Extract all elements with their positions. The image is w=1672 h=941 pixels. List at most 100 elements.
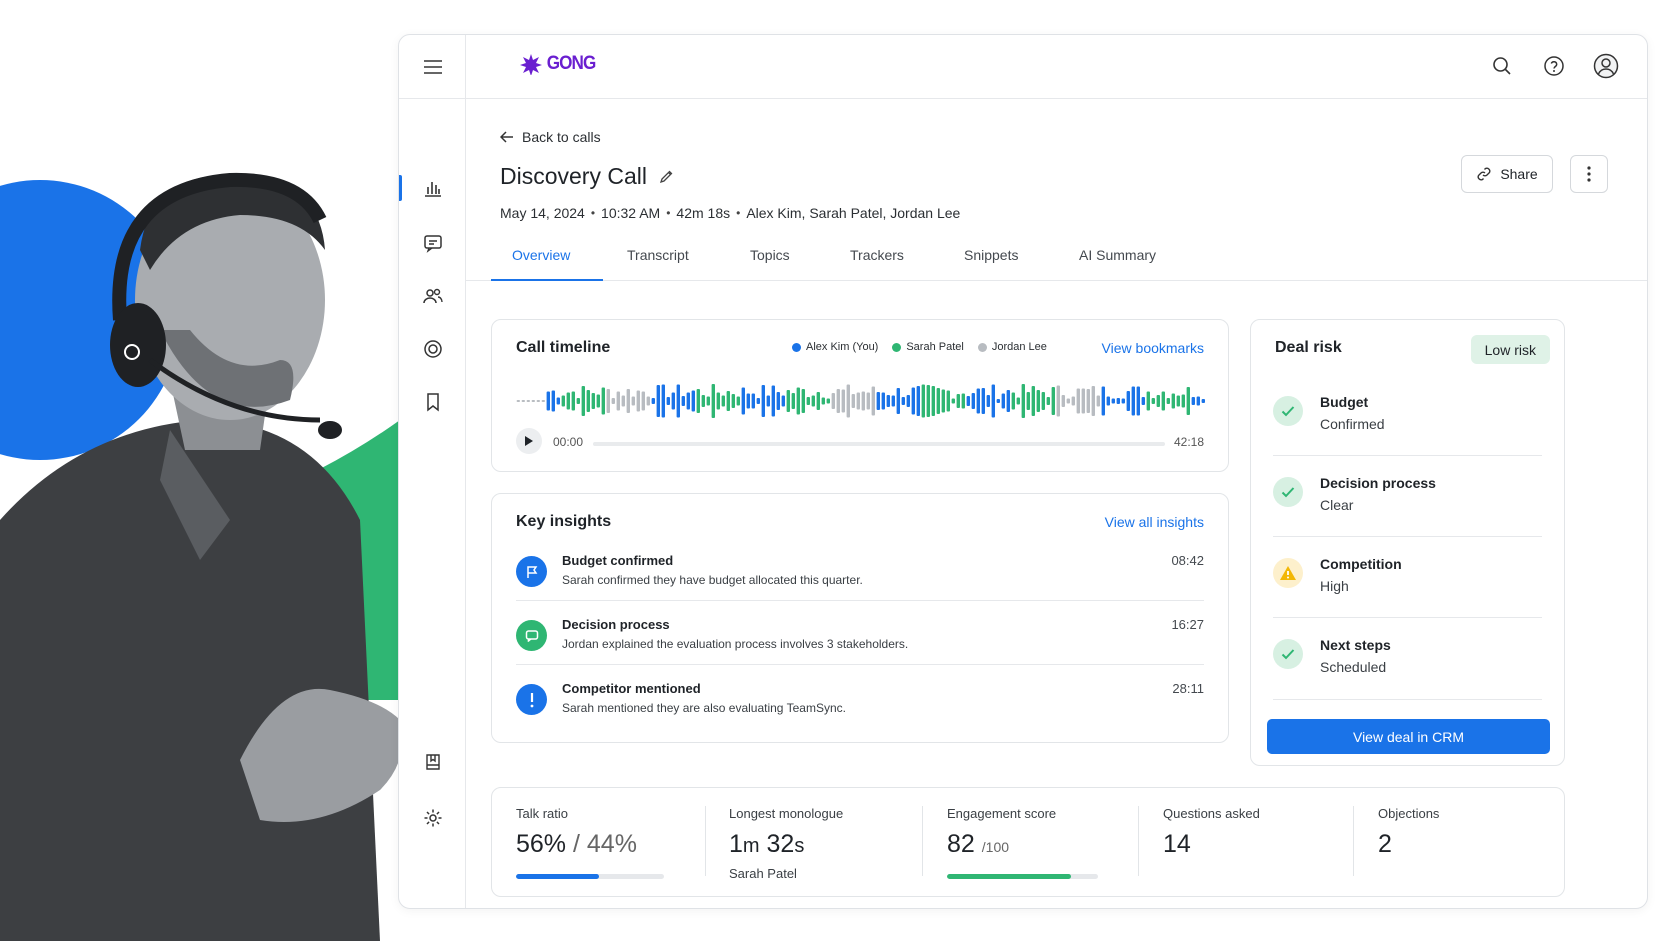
waveform-bar: [786, 390, 790, 412]
waveform-bar: [821, 397, 825, 405]
waveform-bar: [1071, 396, 1075, 406]
tab-transcript[interactable]: Transcript: [627, 247, 689, 263]
waveform-bar: [1021, 384, 1025, 418]
menu-button[interactable]: [399, 35, 466, 99]
nav-targets[interactable]: [399, 333, 466, 365]
tab-snippets[interactable]: Snippets: [964, 247, 1019, 263]
waveform-bar: [986, 395, 990, 407]
waveform-bar: [941, 389, 945, 413]
waveform-bar: [536, 400, 540, 402]
arrow-left-icon: [500, 131, 513, 143]
insight-item[interactable]: Budget confirmed Sarah confirmed they ha…: [516, 551, 1204, 615]
insight-timestamp[interactable]: 08:42: [1171, 553, 1204, 568]
back-to-calls-link[interactable]: Back to calls: [500, 129, 601, 145]
insight-item[interactable]: Decision process Jordan explained the ev…: [516, 615, 1204, 679]
waveform-bar: [646, 396, 650, 406]
waveform-bar: [696, 389, 700, 413]
hamburger-icon: [423, 59, 442, 74]
search-button[interactable]: [1487, 51, 1517, 81]
risk-title: Competition: [1320, 556, 1402, 572]
nav-people[interactable]: [399, 280, 466, 312]
divider: [1273, 699, 1542, 700]
share-button[interactable]: Share: [1461, 155, 1553, 193]
main-content: Back to calls Discovery Call May 14, 202…: [466, 99, 1647, 908]
library-icon: [425, 754, 440, 770]
waveform-bar: [1086, 389, 1090, 413]
tab-overview[interactable]: Overview: [512, 247, 571, 263]
waveform-bar: [656, 385, 660, 417]
stat-objections: Objections 2: [1378, 788, 1518, 896]
audio-waveform[interactable]: [516, 382, 1206, 420]
user-avatar-button[interactable]: [1591, 51, 1621, 81]
call-title: Discovery Call: [500, 163, 647, 189]
nav-conversations[interactable]: [399, 227, 466, 259]
insight-item[interactable]: Competitor mentioned Sarah mentioned the…: [516, 679, 1204, 743]
playback-start-time: 00:00: [553, 435, 584, 449]
monologue-minutes-unit: m: [742, 835, 760, 857]
check-icon: [1281, 487, 1295, 498]
target-icon: [423, 340, 442, 358]
risk-item: Competition High: [1273, 550, 1542, 632]
nav-analytics[interactable]: [399, 172, 466, 204]
waveform-bar: [561, 395, 565, 407]
waveform-bar: [1131, 386, 1135, 416]
waveform-bar: [581, 386, 585, 416]
waveform-bar: [1011, 392, 1015, 410]
chat-icon: [423, 235, 442, 253]
bar-chart-icon: [424, 182, 441, 197]
waveform-bar: [1186, 387, 1190, 415]
waveform-bar: [826, 398, 830, 404]
insight-title: Competitor mentioned: [562, 681, 701, 696]
view-all-insights-link[interactable]: View all insights: [1104, 514, 1204, 530]
gong-logo[interactable]: GONG: [520, 53, 598, 75]
waveform-bar: [1051, 387, 1055, 415]
tab-trackers[interactable]: Trackers: [850, 247, 904, 263]
nav-library[interactable]: [399, 746, 466, 778]
stat-value: 2: [1378, 830, 1392, 858]
view-bookmarks-link[interactable]: View bookmarks: [1101, 340, 1204, 356]
nav-settings[interactable]: [399, 802, 466, 834]
exclamation-icon: [530, 692, 533, 707]
risk-icon-wrap: [1273, 558, 1303, 588]
risk-icon-wrap: [1273, 396, 1303, 426]
help-button[interactable]: [1539, 51, 1569, 81]
stat-engagement-score: Engagement score 82 /100: [947, 788, 1117, 896]
play-button[interactable]: [516, 428, 542, 454]
waveform-bar: [576, 398, 580, 404]
waveform-bar: [661, 384, 665, 418]
waveform-bar: [1161, 391, 1165, 411]
tab-topics[interactable]: Topics: [750, 247, 790, 263]
edit-pencil-icon[interactable]: [659, 169, 674, 184]
tab-ai-summary[interactable]: AI Summary: [1079, 247, 1157, 263]
check-icon: [1281, 649, 1295, 660]
waveform-bar: [1066, 398, 1070, 404]
insight-timestamp[interactable]: 16:27: [1171, 617, 1204, 632]
insight-description: Sarah mentioned they are also evaluating…: [562, 701, 846, 715]
waveform-bar: [1006, 390, 1010, 412]
more-options-button[interactable]: [1570, 155, 1608, 193]
waveform-bar: [871, 386, 875, 416]
waveform-bar: [1156, 395, 1160, 407]
legend-item: Jordan Lee: [977, 341, 1047, 353]
stat-divider: [705, 806, 706, 876]
nav-bookmarks[interactable]: [399, 386, 466, 418]
waveform-bar: [816, 392, 820, 410]
waveform-bar: [881, 392, 885, 410]
view-deal-in-crm-button[interactable]: View deal in CRM: [1267, 719, 1550, 754]
waveform-bar: [766, 395, 770, 407]
insight-timestamp[interactable]: 28:11: [1172, 681, 1204, 696]
waveform-bar: [1091, 386, 1095, 416]
stat-questions-asked: Questions asked 14: [1163, 788, 1303, 896]
risk-status: High: [1320, 578, 1349, 594]
active-tab-underline: [491, 279, 603, 281]
waveform-bar: [1061, 395, 1065, 407]
waveform-bar: [901, 397, 905, 405]
waveform-bar: [791, 393, 795, 409]
top-bar: GONG: [466, 35, 1647, 99]
waveform-bar: [841, 389, 845, 413]
waveform-bar: [726, 391, 730, 411]
waveform-bar: [736, 396, 740, 406]
playback-scrubber[interactable]: [593, 442, 1165, 446]
waveform-bar: [521, 400, 525, 402]
waveform-bar: [886, 395, 890, 407]
